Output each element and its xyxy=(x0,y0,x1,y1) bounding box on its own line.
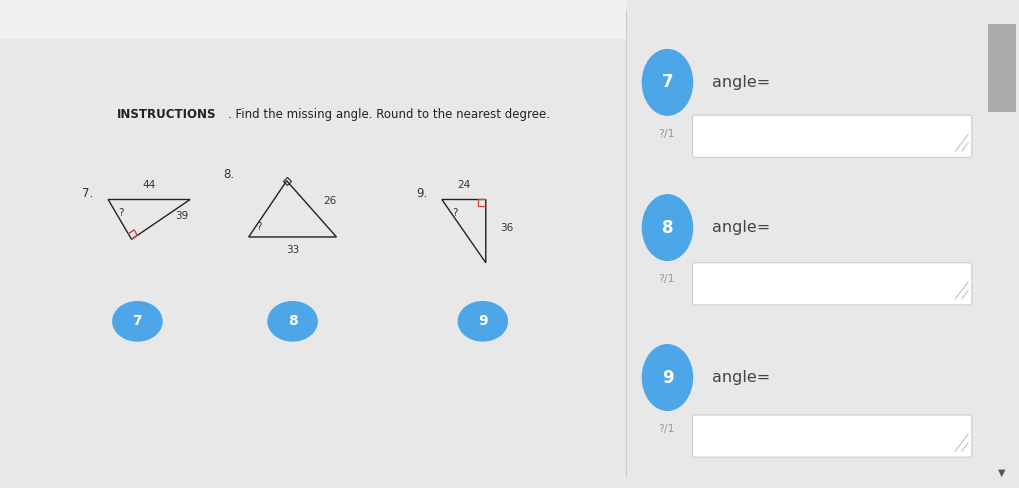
Text: 26: 26 xyxy=(323,196,336,206)
Circle shape xyxy=(642,50,692,115)
Text: 24: 24 xyxy=(457,180,470,190)
Text: 44: 44 xyxy=(143,180,156,190)
Text: INSTRUCTIONS: INSTRUCTIONS xyxy=(117,108,216,121)
Text: 9: 9 xyxy=(661,368,673,386)
Text: 39: 39 xyxy=(175,211,189,222)
Text: ?/1: ?/1 xyxy=(658,274,675,285)
Text: 36: 36 xyxy=(500,223,514,233)
Text: angle=: angle= xyxy=(711,75,769,90)
Circle shape xyxy=(113,302,162,341)
Text: ?: ? xyxy=(256,222,262,232)
FancyBboxPatch shape xyxy=(692,115,971,157)
Circle shape xyxy=(642,345,692,410)
Text: ▼: ▼ xyxy=(998,468,1005,478)
Text: 8: 8 xyxy=(661,219,673,237)
Text: 9.: 9. xyxy=(416,187,427,200)
Text: 7.: 7. xyxy=(83,187,94,200)
Text: 8.: 8. xyxy=(223,168,233,182)
FancyBboxPatch shape xyxy=(692,263,971,305)
Text: angle=: angle= xyxy=(711,220,769,235)
Text: 8: 8 xyxy=(287,314,298,328)
Text: ?/1: ?/1 xyxy=(658,425,675,434)
FancyBboxPatch shape xyxy=(0,0,626,39)
Text: 7: 7 xyxy=(132,314,142,328)
FancyBboxPatch shape xyxy=(987,24,1015,112)
Text: 9: 9 xyxy=(478,314,487,328)
Text: ?: ? xyxy=(118,208,123,218)
Text: angle=: angle= xyxy=(711,370,769,385)
Text: . Find the missing angle. Round to the nearest degree.: . Find the missing angle. Round to the n… xyxy=(228,108,549,121)
Text: ?: ? xyxy=(451,208,458,218)
Text: ?/1: ?/1 xyxy=(658,129,675,139)
Text: 7: 7 xyxy=(661,73,673,91)
Circle shape xyxy=(268,302,317,341)
Text: 33: 33 xyxy=(285,245,299,255)
FancyBboxPatch shape xyxy=(692,415,971,457)
Circle shape xyxy=(458,302,506,341)
Circle shape xyxy=(642,195,692,261)
